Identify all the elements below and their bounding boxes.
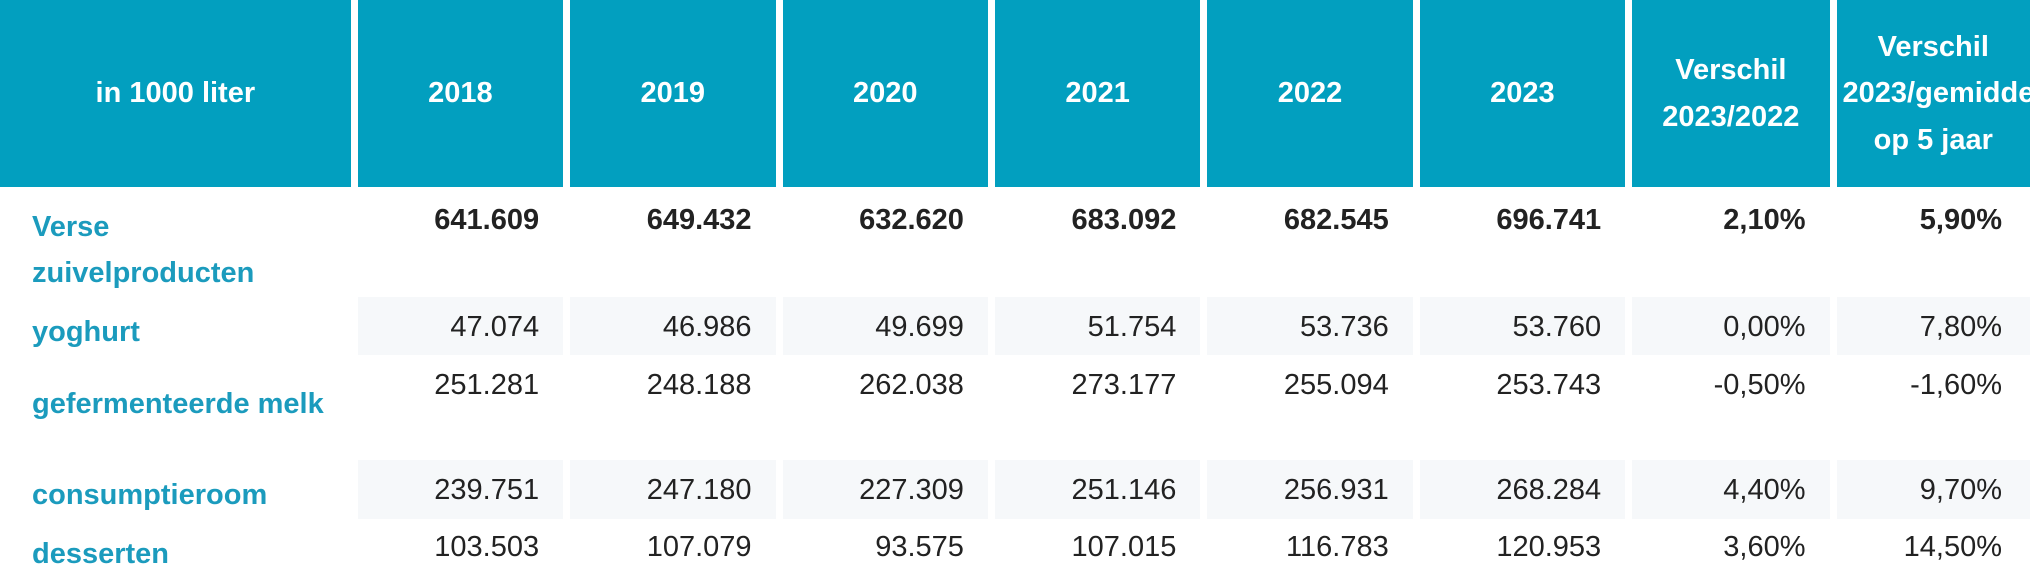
value-2018: 239.751	[357, 460, 571, 519]
header-year-2019: 2019	[570, 0, 783, 190]
value-2022: 255.094	[1207, 355, 1420, 461]
value-2021: 273.177	[995, 355, 1208, 461]
value-2019: 247.180	[570, 460, 783, 519]
value-2018: 641.609	[358, 190, 571, 297]
header-diff-5yr-avg: Verschil 2023/gemiddelde op 5 jaar	[1836, 0, 2030, 190]
row-label: desserten	[0, 518, 358, 577]
row-label: gefermenteerde melk	[0, 355, 358, 461]
diff-prev-year: 4,40%	[1632, 460, 1837, 519]
value-2023: 53.760	[1419, 296, 1633, 356]
value-2018: 47.074	[357, 296, 571, 356]
value-2022: 53.736	[1207, 296, 1420, 356]
value-2023: 253.743	[1420, 355, 1633, 461]
value-2019: 46.986	[570, 296, 783, 356]
header-year-2018: 2018	[357, 0, 571, 190]
header-year-2021: 2021	[994, 0, 1208, 190]
table-row: consumptieroom 239.751 247.180 227.309 2…	[0, 460, 2030, 519]
diff-prev-year: 0,00%	[1632, 296, 1837, 356]
value-2020: 227.309	[782, 460, 995, 519]
value-2018: 103.503	[358, 518, 571, 577]
value-2019: 649.432	[570, 190, 783, 297]
diff-5yr-avg: 9,70%	[1836, 460, 2030, 519]
value-2020: 93.575	[783, 518, 995, 577]
diff-5yr-avg: 7,80%	[1836, 296, 2030, 356]
value-2020: 632.620	[783, 190, 995, 297]
value-2021: 251.146	[994, 460, 1208, 519]
diff-5yr-avg: -1,60%	[1910, 369, 2002, 402]
value-2022: 682.545	[1207, 190, 1420, 297]
value-2018: 251.281	[358, 355, 571, 461]
row-label: yoghurt	[0, 296, 358, 356]
diff-prev-year: 3,60%	[1632, 518, 1837, 577]
row-label: Verse zuivelproducten	[0, 190, 358, 297]
value-2019: 107.079	[570, 518, 783, 577]
value-2021: 683.092	[995, 190, 1208, 297]
value-2023: 268.284	[1419, 460, 1633, 519]
diff-prev-year: -0,50%	[1632, 355, 1837, 461]
value-2023: 696.741	[1420, 190, 1633, 297]
header-year-2023: 2023	[1419, 0, 1633, 190]
header-unit: in 1000 liter	[0, 0, 358, 190]
value-2020: 262.038	[783, 355, 995, 461]
header-year-2020: 2020	[782, 0, 995, 190]
diff-5yr-avg: 5,90%	[1919, 204, 2002, 236]
header-row: in 1000 liter 2018 2019 2020 2021 2022 2…	[0, 0, 2030, 190]
diff-prev-year: 2,10%	[1632, 190, 1837, 297]
value-2020: 49.699	[782, 296, 995, 356]
row-label: consumptieroom	[0, 460, 358, 519]
value-2021: 51.754	[994, 296, 1208, 356]
header-year-2022: 2022	[1207, 0, 1420, 190]
value-2021: 107.015	[995, 518, 1208, 577]
table-row: Verse zuivelproducten 641.609 649.432 63…	[0, 190, 2030, 297]
value-2022: 116.783	[1207, 518, 1420, 577]
value-2023: 120.953	[1420, 518, 1633, 577]
table-row: gefermenteerde melk 251.281 248.188 262.…	[0, 355, 2030, 461]
table-row: yoghurt 47.074 46.986 49.699 51.754 53.7…	[0, 296, 2030, 356]
table-row: desserten 103.503 107.079 93.575 107.015…	[0, 518, 2030, 577]
diff-5yr-avg: 14,50%	[1903, 530, 2002, 563]
value-2019: 248.188	[570, 355, 783, 461]
value-2022: 256.931	[1207, 460, 1420, 519]
header-diff-prev-year: Verschil 2023/2022	[1632, 0, 1837, 190]
